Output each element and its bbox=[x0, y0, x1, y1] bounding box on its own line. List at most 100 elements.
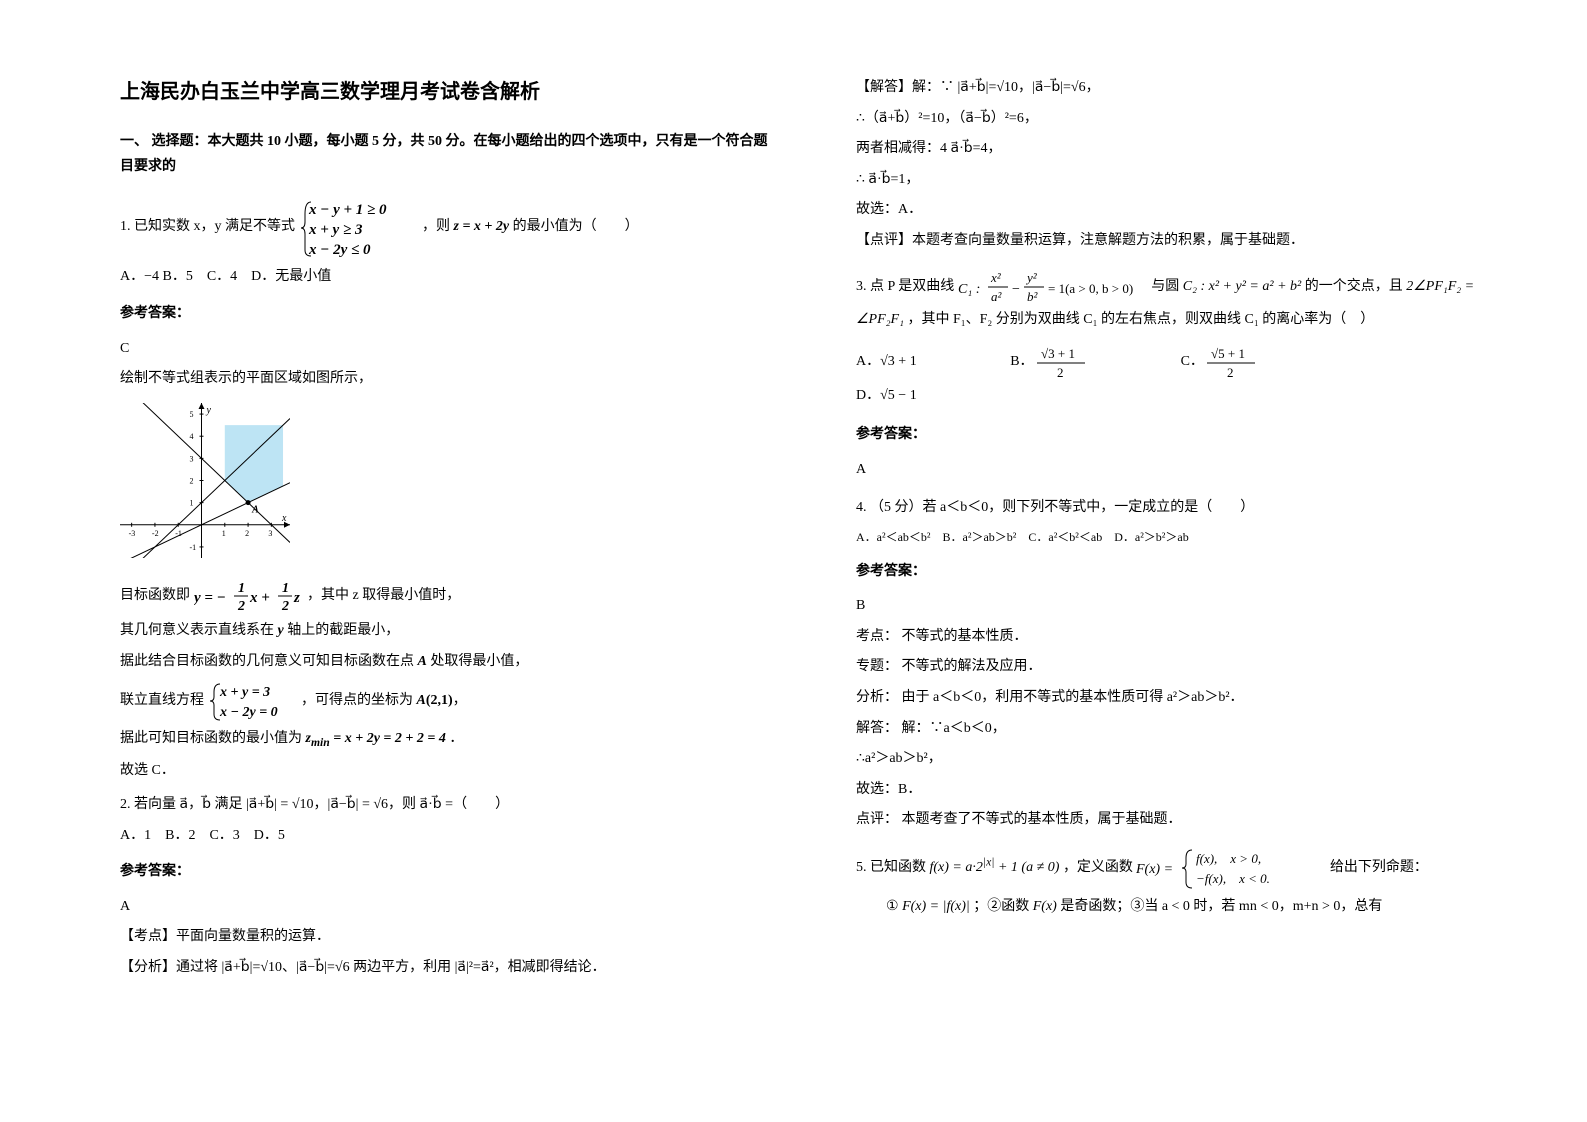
q3-post1: 的一个交点，且 bbox=[1305, 279, 1403, 294]
q1-exp2-formula: y = − 1 2 x + 1 2 z bbox=[194, 578, 304, 614]
q1-exp6-pre: 据此可知目标函数的最小值为 bbox=[120, 731, 302, 746]
q1-answer-label: 参考答案： bbox=[120, 301, 776, 328]
svg-text:1: 1 bbox=[222, 529, 226, 538]
q4-l4: 解答： 解：∵a＜b＜0， bbox=[856, 716, 1512, 743]
q3-c1: C₁ : x² a² − y² b² = 1(a > 0, b > 0) bbox=[958, 267, 1148, 307]
q3-optB: B． √3 + 1 2 bbox=[1010, 343, 1087, 381]
q1-exp4: 据此结合目标函数的几何意义可知目标函数在点 A 处取得最小值， bbox=[120, 649, 776, 676]
q5-l2-f1: F(x) = |f(x)| bbox=[902, 899, 970, 914]
q2-dp: 【点评】本题考查向量数量积运算，注意解题方法的积累，属于基础题． bbox=[856, 228, 1512, 255]
svg-text:2: 2 bbox=[281, 599, 289, 614]
q3-c2: C₂ : x² + y² = a² + b² bbox=[1183, 279, 1301, 294]
question-1: 1. 已知实数 x，y 满足不等式 x − y + 1 ≥ 0 x + y ≥ … bbox=[120, 194, 776, 784]
q3-optC: C． √5 + 1 2 bbox=[1181, 343, 1258, 381]
svg-text:A: A bbox=[251, 504, 259, 515]
q5-l2-1: ① bbox=[886, 899, 899, 914]
page-title: 上海民办白玉兰中学高三数学理月考试卷含解析 bbox=[120, 75, 776, 104]
svg-text:2: 2 bbox=[190, 476, 194, 485]
q4-l3: 分析： 由于 a＜b＜0，利用不等式的基本性质可得 a²＞ab＞b²． bbox=[856, 685, 1512, 712]
q1-graph: -3-2-1123-112345Axy bbox=[120, 403, 776, 569]
svg-text:4: 4 bbox=[190, 432, 194, 441]
q5-pre: 5. 已知函数 bbox=[856, 860, 926, 875]
q1-exp1: 绘制不等式组表示的平面区域如图所示， bbox=[120, 366, 776, 393]
svg-text:-3: -3 bbox=[129, 529, 136, 538]
q5-l2-f2: F(x) bbox=[1033, 899, 1057, 914]
question-3: 3. 点 P 是双曲线 C₁ : x² a² − y² b² = 1(a > 0… bbox=[856, 267, 1512, 484]
q5-l2-2: ；②函数 bbox=[973, 899, 1029, 914]
right-column: 【解答】解：∵ |a⃗+b⃗|=√10，|a⃗−b⃗|=√6， ∴（a⃗+b⃗）… bbox=[816, 75, 1532, 1102]
left-column: 上海民办白玉兰中学高三数学理月考试卷含解析 一、 选择题：本大题共 10 小题，… bbox=[100, 75, 816, 1102]
section-heading: 一、 选择题：本大题共 10 小题，每小题 5 分，共 50 分。在每小题给出的… bbox=[120, 129, 776, 179]
q1-mid: ，则 bbox=[422, 220, 450, 235]
svg-text:√3 + 1: √3 + 1 bbox=[1041, 346, 1075, 361]
q2-answer-label: 参考答案： bbox=[120, 859, 776, 886]
q1-z: z = x + 2y bbox=[454, 220, 510, 235]
svg-text:3: 3 bbox=[190, 454, 194, 463]
q3-post2: ，其中 F₁、F₂ 分别为双曲线 C₁ 的左右焦点，则双曲线 C₁ 的离心率为（… bbox=[907, 312, 1374, 327]
svg-text:y: y bbox=[206, 405, 212, 416]
svg-text:x + y ≥ 3: x + y ≥ 3 bbox=[308, 222, 363, 238]
q2-answer: A bbox=[120, 894, 776, 921]
q1-exp2-post: ，其中 z 取得最小值时， bbox=[307, 589, 460, 604]
q4-answer-label: 参考答案： bbox=[856, 559, 1512, 586]
q5-post: 给出下列命题： bbox=[1330, 860, 1428, 875]
svg-text:F(x) =: F(x) = bbox=[1136, 862, 1173, 877]
svg-text:-1: -1 bbox=[190, 543, 197, 552]
svg-text:x +: x + bbox=[249, 590, 270, 606]
svg-text:y²: y² bbox=[1025, 270, 1038, 285]
svg-text:= 1(a > 0, b > 0): = 1(a > 0, b > 0) bbox=[1048, 281, 1133, 296]
q4-l1: 考点： 不等式的基本性质． bbox=[856, 624, 1512, 651]
q4-text: 4. （5 分）若 a＜b＜0，则下列不等式中，一定成立的是（ ） bbox=[856, 495, 1512, 522]
svg-text:x: x bbox=[281, 513, 287, 524]
question-5: 5. 已知函数 f(x) = a·2|x| + 1 (a ≠ 0) ，定义函数 … bbox=[856, 846, 1512, 921]
svg-text:a²: a² bbox=[991, 289, 1003, 304]
question-2: 2. 若向量 a⃗，b⃗ 满足 |a⃗+b⃗| = √10，|a⃗−b⃗| = … bbox=[120, 792, 776, 982]
q5-l2-3: 是奇函数；③当 a < 0 时，若 mn < 0，m+n > 0，总有 bbox=[1060, 899, 1382, 914]
q4-l2: 专题： 不等式的解法及应用． bbox=[856, 654, 1512, 681]
q3-options: A．√3 + 1 B． √3 + 1 2 C． √5 + 1 2 D．√5 − … bbox=[856, 343, 1512, 412]
svg-text:f(x), x > 0,: f(x), x > 0, bbox=[1196, 851, 1261, 866]
q2-jd5: 故选：A． bbox=[856, 197, 1512, 224]
q4-l5: ∴a²＞ab＞b²， bbox=[856, 746, 1512, 773]
q4-l7: 点评： 本题考查了不等式的基本性质，属于基础题． bbox=[856, 807, 1512, 834]
svg-text:2: 2 bbox=[1057, 365, 1064, 380]
q1-exp5-post: ，可得点的坐标为 A(2,1)， bbox=[301, 693, 467, 708]
q3-optD: D．√5 − 1 bbox=[856, 381, 917, 412]
q2-jd3: 两者相减得：4 a⃗·b⃗=4， bbox=[856, 136, 1512, 163]
q1-pre: 1. 已知实数 x，y 满足不等式 bbox=[120, 220, 295, 235]
svg-text:−: − bbox=[1012, 282, 1020, 297]
svg-text:z: z bbox=[293, 590, 300, 606]
q4-l6: 故选：B． bbox=[856, 777, 1512, 804]
q5-mid: ，定义函数 bbox=[1063, 860, 1133, 875]
q2-jd4: ∴ a⃗·b⃗=1， bbox=[856, 167, 1512, 194]
q1-answer: C bbox=[120, 336, 776, 363]
svg-text:y = −: y = − bbox=[194, 590, 226, 606]
q1-exp6-post: ． bbox=[449, 731, 463, 746]
svg-text:x²: x² bbox=[990, 270, 1002, 285]
question-4: 4. （5 分）若 a＜b＜0，则下列不等式中，一定成立的是（ ） A．a²＜a… bbox=[856, 495, 1512, 834]
q1-options: A．−4 B．5 C．4 D．无最小值 bbox=[120, 264, 776, 291]
svg-text:x + y = 3: x + y = 3 bbox=[219, 685, 270, 700]
q2-text: 2. 若向量 a⃗，b⃗ 满足 |a⃗+b⃗| = √10，|a⃗−b⃗| = … bbox=[120, 792, 776, 819]
svg-text:x − y + 1 ≥ 0: x − y + 1 ≥ 0 bbox=[308, 202, 387, 218]
svg-text:1: 1 bbox=[238, 581, 245, 596]
svg-text:x − 2y ≤ 0: x − 2y ≤ 0 bbox=[308, 242, 371, 258]
q1-exp5-system: x + y = 3 x − 2y = 0 bbox=[208, 680, 298, 722]
svg-text:C₁ :: C₁ : bbox=[958, 282, 980, 297]
q3-mid: 与圆 bbox=[1151, 279, 1179, 294]
q2-jd2: ∴（a⃗+b⃗）²=10，（a⃗−b⃗）²=6， bbox=[856, 106, 1512, 133]
q1-exp2-pre: 目标函数即 bbox=[120, 589, 190, 604]
q2-options: A．1 B．2 C．3 D．5 bbox=[120, 823, 776, 850]
q3-answer-label: 参考答案： bbox=[856, 422, 1512, 449]
q2-jd1: 【解答】解：∵ |a⃗+b⃗|=√10，|a⃗−b⃗|=√6， bbox=[856, 75, 1512, 102]
svg-text:1: 1 bbox=[190, 498, 194, 507]
q1-exp7: 故选 C． bbox=[120, 758, 776, 785]
svg-text:−f(x), x < 0.: −f(x), x < 0. bbox=[1196, 871, 1270, 886]
svg-text:2: 2 bbox=[245, 529, 249, 538]
q3-answer: A bbox=[856, 457, 1512, 484]
svg-text:2: 2 bbox=[1227, 365, 1234, 380]
q1-post: 的最小值为（ ） bbox=[513, 220, 639, 235]
q1-exp5-pre: 联立直线方程 bbox=[120, 693, 204, 708]
q1-system-brace: x − y + 1 ≥ 0 x + y ≥ 3 x − 2y ≤ 0 bbox=[299, 194, 419, 260]
svg-text:x − 2y = 0: x − 2y = 0 bbox=[219, 705, 278, 720]
